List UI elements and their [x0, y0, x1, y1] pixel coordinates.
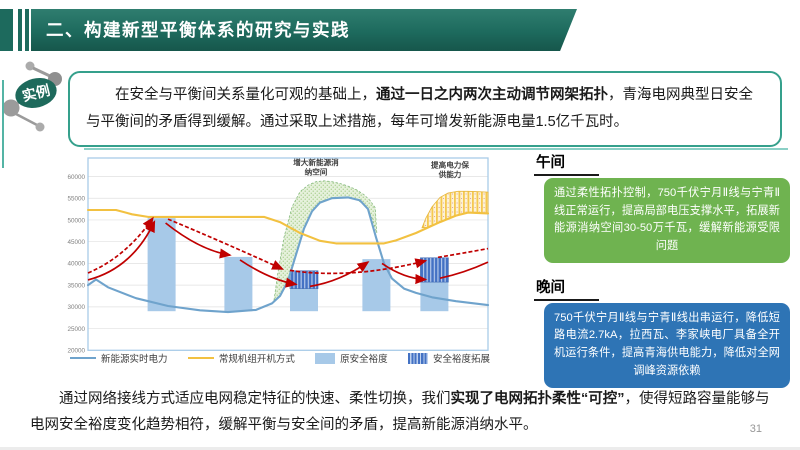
legend-swatch-icon	[70, 356, 96, 360]
decor-node-icon	[25, 61, 35, 71]
legend-label: 新能源实时电力	[101, 354, 168, 365]
legend-label: 常规机组开机方式	[218, 354, 295, 365]
chart-annotation: 增大新能源消纳空间	[293, 157, 339, 177]
panel-noon-title: 午间	[534, 151, 599, 176]
legend-item: 原安全裕度	[315, 351, 388, 365]
svg-text:20000: 20000	[67, 348, 85, 355]
example-badge-label: 实例	[20, 82, 51, 104]
svg-text:40000: 40000	[67, 261, 85, 268]
panel-evening: 晚间 750千伏宁月Ⅱ线与宁青Ⅱ线出串运行，降低短路电流2.7kA，拉西瓦、李家…	[532, 276, 790, 388]
header-banner: 二、构建新型平衡体系的研究与实践	[0, 9, 800, 51]
legend-item: 新能源实时电力	[70, 351, 168, 365]
slide-bottom-edge	[0, 447, 800, 450]
chart-annotation: 提高电力保供能力	[431, 159, 469, 179]
chart-legend: 新能源实时电力 常规机组开机方式 原安全裕度 安全裕度拓展	[70, 351, 490, 365]
panel-evening-title: 晚间	[534, 276, 599, 301]
svg-text:60000: 60000	[67, 174, 85, 181]
panel-noon-body: 通过柔性拓扑控制，750千伏宁月Ⅱ线与宁青Ⅱ线正常运行，提高局部电压支撑水平，拓…	[544, 178, 790, 263]
intro-text: 在安全与平衡间关系量化可观的基础上，通过一日之内两次主动调节网架拓扑，青海电网典…	[86, 87, 753, 130]
decor-node-icon	[35, 122, 45, 132]
legend-item: 常规机组开机方式	[187, 351, 295, 365]
legend-label: 原安全裕度	[340, 354, 388, 365]
svg-text:50000: 50000	[67, 217, 85, 224]
legend-swatch-icon	[187, 356, 214, 360]
example-badge: 实例	[2, 61, 62, 132]
banner-accent-block	[0, 9, 13, 51]
panel-evening-body: 750千伏宁月Ⅱ线与宁青Ⅱ线出串运行，降低短路电流2.7kA，拉西瓦、李家峡电厂…	[544, 302, 790, 388]
banner-accent-stripe	[25, 9, 29, 51]
daily-balance-chart: 60000 55000 50000 45000 40000 35000 30000 25000…	[67, 157, 490, 355]
page-number: 31	[749, 423, 762, 435]
svg-text:45000: 45000	[67, 239, 85, 246]
svg-text:30000: 30000	[67, 304, 85, 311]
chart-container: 60000 55000 50000 45000 40000 35000 30000 25000…	[58, 156, 494, 361]
section-divider	[84, 148, 788, 150]
legend-item: 安全裕度拓展	[407, 351, 490, 365]
svg-text:25000: 25000	[67, 326, 85, 333]
decor-node-icon	[2, 99, 20, 117]
panel-noon: 午间 通过柔性拓扑控制，750千伏宁月Ⅱ线与宁青Ⅱ线正常运行，提高局部电压支撑水…	[532, 151, 790, 263]
banner-accent-stripe	[18, 9, 22, 51]
legend-swatch-icon	[315, 352, 336, 364]
intro-box: 在安全与平衡间关系量化可观的基础上，通过一日之内两次主动调节网架拓扑，青海电网典…	[68, 71, 782, 147]
svg-text:55000: 55000	[67, 196, 85, 203]
legend-label: 安全裕度拓展	[432, 354, 490, 365]
svg-text:35000: 35000	[67, 282, 85, 289]
conclusion-text: 通过网络接线方式适应电网稳定特征的快速、柔性切换，我们实现了电网拓扑柔性“可控”…	[30, 391, 770, 434]
time-panels: 午间 通过柔性拓扑控制，750千伏宁月Ⅱ线与宁青Ⅱ线正常运行，提高局部电压支撑水…	[532, 151, 790, 388]
left-accent-line	[2, 80, 4, 168]
page-title: 二、构建新型平衡体系的研究与实践	[46, 20, 350, 40]
banner-shape: 二、构建新型平衡体系的研究与实践	[31, 9, 577, 51]
legend-swatch-icon	[407, 352, 428, 364]
